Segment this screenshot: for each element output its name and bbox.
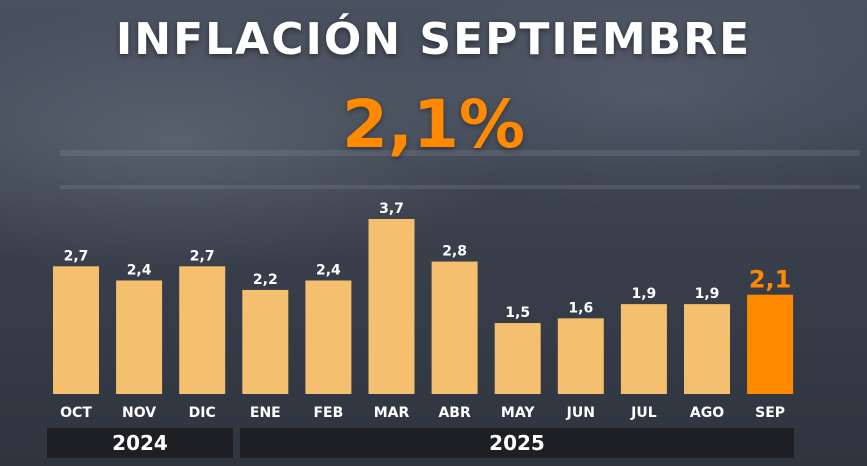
category-label: OCT	[60, 405, 92, 421]
bar-value-label: 1,9	[695, 286, 720, 302]
bar-dic	[179, 266, 226, 394]
bar-jul	[620, 304, 667, 394]
bar-value-label: 1,5	[505, 305, 530, 321]
bar-value-label: 1,9	[631, 286, 656, 302]
bar-feb	[305, 280, 352, 394]
category-label: NOV	[122, 405, 156, 421]
category-label: MAY	[501, 405, 535, 421]
chart-title: INFLACIÓN SEPTIEMBRE	[115, 14, 752, 65]
bar-ago	[684, 304, 730, 394]
year-group-2025: 2025	[240, 428, 794, 458]
bar-value-label: 3,7	[379, 201, 404, 217]
category-label: JUL	[630, 405, 657, 421]
bar-abr	[431, 261, 478, 394]
bar-ene	[242, 289, 289, 394]
headline-value: 2,1%	[341, 86, 526, 163]
category-label: ENE	[250, 405, 281, 421]
bar-value-label: 2,4	[127, 262, 152, 278]
category-label: SEP	[755, 405, 785, 421]
bar-value-label: 2,7	[190, 248, 215, 264]
category-label: MAR	[374, 405, 410, 421]
bar-value-label: 2,4	[316, 262, 341, 278]
category-label: JUN	[566, 405, 595, 421]
year-group-label: 2025	[489, 431, 545, 455]
bar-mar	[368, 219, 415, 394]
background-cart-rail	[60, 150, 860, 156]
bar-value-label: 2,1	[749, 266, 792, 294]
bar-jun	[557, 318, 604, 394]
category-label: ABR	[438, 405, 471, 421]
category-label: AGO	[690, 405, 724, 421]
bar-value-label: 2,7	[64, 248, 89, 264]
bar-value-label: 2,2	[253, 272, 278, 288]
year-group-2024: 2024	[47, 428, 233, 458]
category-label: DIC	[189, 405, 216, 421]
bar-nov	[116, 280, 163, 394]
bar-may	[494, 323, 541, 394]
category-label: FEB	[313, 405, 343, 421]
background-cart-rail	[60, 185, 860, 189]
bar-value-label: 2,8	[442, 244, 467, 260]
bar-value-label: 1,6	[568, 300, 593, 316]
bar-oct	[53, 266, 99, 394]
bar-sep	[747, 294, 794, 394]
year-group-label: 2024	[112, 431, 168, 455]
